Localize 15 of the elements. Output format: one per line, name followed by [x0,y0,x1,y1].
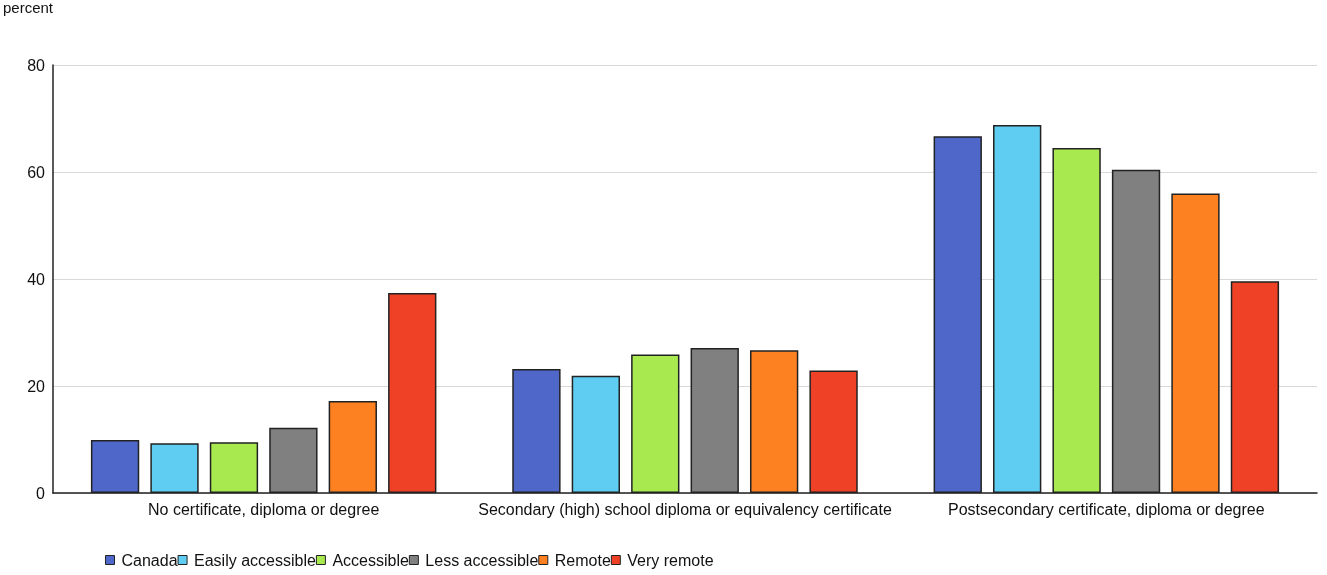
legend-label: Easily accessible [194,551,316,569]
legend-label: Remote [554,551,611,569]
legend-label: Canada [121,551,178,569]
y-tick-label: 40 [27,270,46,288]
x-tick-label: Secondary (high) school diploma or equivalency certificate [478,500,892,518]
y-tick-label: 0 [36,484,46,502]
y-tick-label: 60 [27,163,46,181]
y-tick-label: 20 [27,377,46,395]
y-axis-title: percent [3,0,54,16]
legend-label: Very remote [627,551,714,569]
x-tick-label: No certificate, diploma or degree [148,500,380,518]
legend-label: Accessible [332,551,409,569]
x-tick-label: Postsecondary certificate, diploma or degree [948,500,1265,518]
y-tick-label: 80 [27,56,46,74]
legend-label: Less accessible [425,551,539,569]
